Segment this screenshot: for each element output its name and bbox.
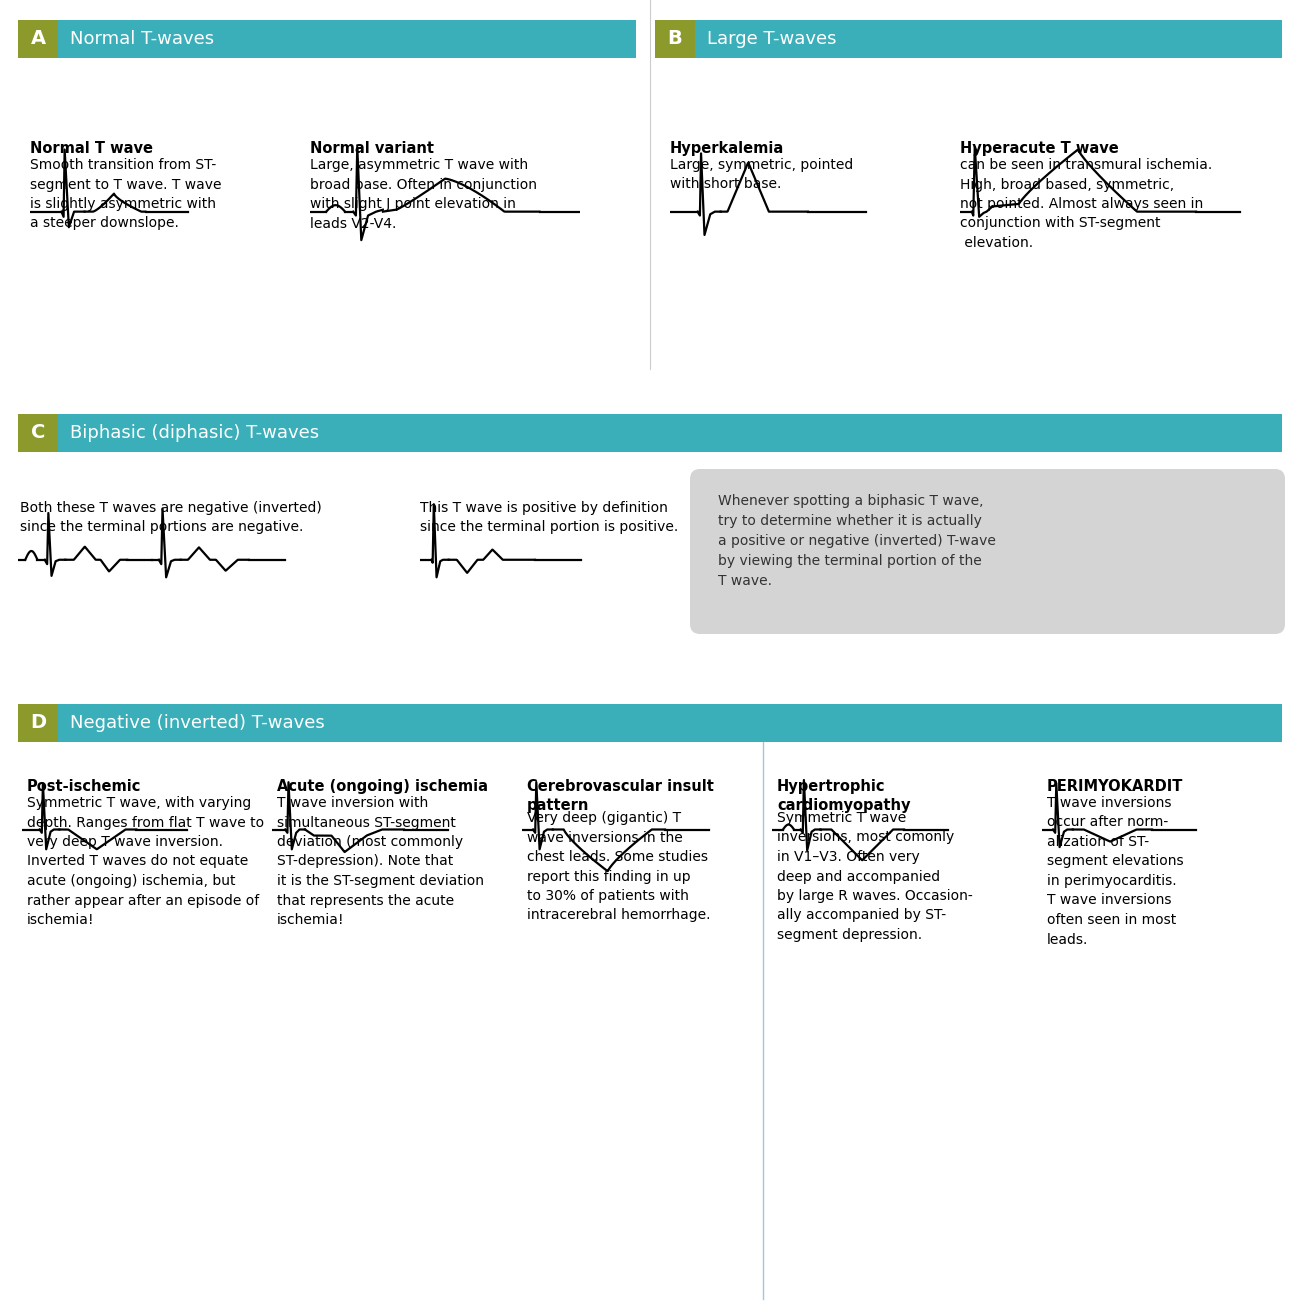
Text: Normal T-waves: Normal T-waves — [70, 30, 214, 48]
Text: Cerebrovascular insult
pattern: Cerebrovascular insult pattern — [526, 779, 714, 813]
Text: C: C — [31, 424, 46, 442]
Text: Smooth transition from ST-
segment to T wave. T wave
is slightly asymmetric with: Smooth transition from ST- segment to T … — [30, 158, 221, 230]
Text: Biphasic (diphasic) T-waves: Biphasic (diphasic) T-waves — [70, 424, 318, 442]
Text: Hypertrophic
cardiomyopathy: Hypertrophic cardiomyopathy — [777, 779, 910, 813]
Text: Normal T wave: Normal T wave — [30, 141, 153, 156]
FancyBboxPatch shape — [58, 704, 1282, 742]
Text: Symmetric T wave, with varying
depth. Ranges from flat T wave to
very deep T wav: Symmetric T wave, with varying depth. Ra… — [27, 796, 264, 927]
Text: Symmetric T wave
inversions, most comonly
in V1–V3. Often very
deep and accompan: Symmetric T wave inversions, most comonl… — [777, 812, 972, 942]
FancyBboxPatch shape — [58, 20, 636, 58]
Text: Large, asymmetric T wave with
broad base. Often in conjunction
with slight J poi: Large, asymmetric T wave with broad base… — [309, 158, 537, 230]
FancyBboxPatch shape — [655, 20, 696, 58]
Text: D: D — [30, 713, 46, 733]
Text: Both these T waves are negative (inverted)
since the terminal portions are negat: Both these T waves are negative (inverte… — [20, 501, 322, 534]
Text: can be seen in transmural ischemia.
High, broad based, symmetric,
not pointed. A: can be seen in transmural ischemia. High… — [959, 158, 1212, 250]
Text: Large, symmetric, pointed
with short base.: Large, symmetric, pointed with short bas… — [670, 158, 853, 191]
Text: Hyperkalemia: Hyperkalemia — [670, 141, 784, 156]
FancyBboxPatch shape — [18, 20, 58, 58]
Text: A: A — [30, 30, 46, 48]
FancyBboxPatch shape — [690, 469, 1284, 634]
FancyBboxPatch shape — [696, 20, 1282, 58]
Text: Acute (ongoing) ischemia: Acute (ongoing) ischemia — [277, 779, 488, 795]
FancyBboxPatch shape — [58, 414, 1282, 452]
Text: B: B — [668, 30, 683, 48]
Text: PERIMYOKARDIT: PERIMYOKARDIT — [1046, 779, 1183, 795]
Text: Negative (inverted) T-waves: Negative (inverted) T-waves — [70, 713, 325, 732]
Text: T wave inversions
occur after norm-
alization of ST-
segment elevations
in perim: T wave inversions occur after norm- aliz… — [1046, 796, 1183, 946]
Text: Hyperacute T wave: Hyperacute T wave — [959, 141, 1119, 156]
FancyBboxPatch shape — [18, 414, 58, 452]
Text: Large T-waves: Large T-waves — [707, 30, 836, 48]
FancyBboxPatch shape — [18, 704, 58, 742]
Text: Very deep (gigantic) T
wave inversions in the
chest leads. Some studies
report t: Very deep (gigantic) T wave inversions i… — [526, 812, 711, 923]
Text: This T wave is positive by definition
since the terminal portion is positive.: This T wave is positive by definition si… — [420, 501, 679, 534]
Text: Post-ischemic: Post-ischemic — [27, 779, 142, 795]
Text: Whenever spotting a biphasic T wave,
try to determine whether it is actually
a p: Whenever spotting a biphasic T wave, try… — [718, 493, 996, 588]
Text: T wave inversion with
simultaneous ST-segment
deviation (most commonly
ST-depres: T wave inversion with simultaneous ST-se… — [277, 796, 484, 927]
Text: Normal variant: Normal variant — [309, 141, 434, 156]
